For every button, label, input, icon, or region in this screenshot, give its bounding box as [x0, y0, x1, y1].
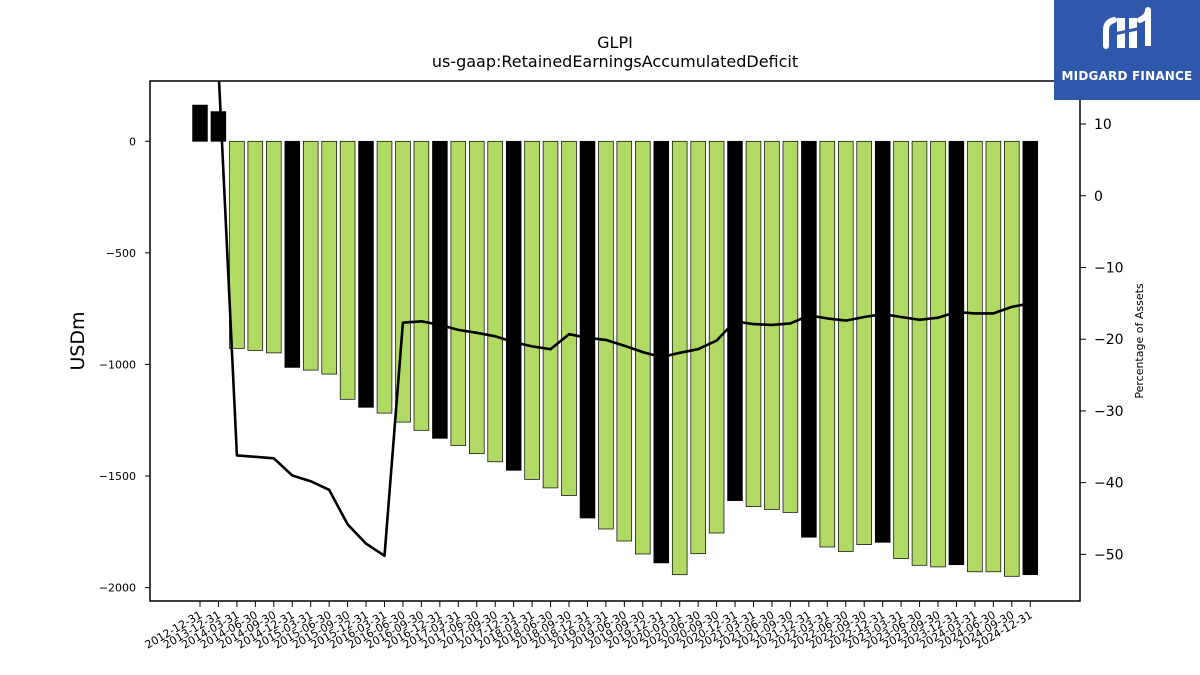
- bar-2024-09-30: [1004, 140, 1020, 577]
- left-y-tick-label: −1000: [99, 358, 136, 371]
- bar-2018-03-31: [524, 140, 540, 480]
- bar-2019-06-30: [616, 140, 633, 542]
- midgard-logo-mark-icon: [1103, 7, 1151, 49]
- percentage-of-assets-line: [217, 81, 1031, 558]
- right-y-tick-label: 0: [1094, 189, 1103, 205]
- bar-2022-12-31: [874, 140, 891, 543]
- right-y-tick-label: −20: [1094, 332, 1124, 348]
- bar-2022-09-30: [856, 140, 872, 545]
- bar-2022-06-30: [838, 140, 854, 552]
- right-y-tick-label: −50: [1094, 547, 1124, 563]
- bar-2019-03-31: [598, 140, 614, 530]
- right-y-axis-label: Percentage of Assets: [1133, 283, 1146, 399]
- bar-2023-06-30: [911, 140, 928, 566]
- bar-2018-12-31: [579, 140, 596, 519]
- bar-2019-09-30: [635, 140, 651, 555]
- bar-2016-12-31: [432, 140, 448, 439]
- bar-2024-12-31: [1022, 140, 1039, 576]
- bar-2015-09-30: [339, 140, 356, 400]
- bar-2020-06-30: [690, 140, 706, 555]
- bar-2012-12-31: [192, 104, 208, 142]
- left-y-tick-label: −1500: [99, 470, 136, 483]
- chart-title: GLPI: [597, 33, 633, 52]
- right-y-tick-label: −30: [1094, 404, 1124, 420]
- bar-2017-03-31: [450, 140, 467, 446]
- bar-2017-12-31: [505, 140, 522, 471]
- bar-2024-03-31: [967, 140, 983, 573]
- bar-2018-09-30: [561, 140, 577, 496]
- bar-2021-12-31: [801, 140, 817, 538]
- left-y-axis: 0 −500 −1000 −1500 −2000: [99, 135, 150, 595]
- bar-2023-09-30: [930, 140, 946, 568]
- bar-2017-09-30: [487, 140, 503, 463]
- bar-2017-06-30: [469, 140, 485, 455]
- bar-2020-09-30: [708, 140, 725, 534]
- logo-text: MIDGARD FINANCE: [1061, 69, 1193, 83]
- right-y-tick-label: −10: [1094, 260, 1124, 276]
- bar-2015-12-31: [358, 140, 374, 408]
- bar-2015-06-30: [321, 140, 337, 375]
- chart-subtitle: us-gaap:RetainedEarningsAccumulatedDefic…: [432, 52, 798, 71]
- bar-2022-03-31: [819, 140, 836, 548]
- bar-2024-06-30: [985, 140, 1002, 573]
- bar-2016-03-31: [376, 140, 393, 414]
- plot-frame: [149, 80, 1081, 602]
- bar-2018-06-30: [542, 140, 559, 489]
- right-y-tick-label: 10: [1094, 117, 1112, 133]
- bar-2019-12-31: [653, 140, 670, 564]
- x-axis: 2012-12-312013-12-312014-03-312014-06-30…: [143, 601, 1035, 652]
- bar-2021-09-30: [782, 140, 799, 513]
- bar-series: [192, 104, 1039, 577]
- left-y-tick-label: −500: [106, 247, 136, 260]
- midgard-finance-logo: MIDGARD FINANCE: [1054, 0, 1200, 100]
- left-y-axis-label: USDm: [67, 311, 89, 370]
- bar-2016-09-30: [413, 140, 430, 431]
- bar-2014-03-31: [229, 140, 245, 349]
- bar-2014-09-30: [266, 140, 282, 354]
- bar-2013-12-31: [210, 111, 227, 142]
- bar-2023-03-31: [893, 140, 909, 559]
- left-y-tick-label: −2000: [99, 582, 136, 595]
- bar-2014-06-30: [247, 140, 264, 351]
- right-y-axis: 10 0 −10 −20 −30 −40 −50: [1080, 117, 1124, 563]
- bar-2020-03-31: [671, 140, 688, 576]
- right-y-tick-label: −40: [1094, 476, 1124, 492]
- bar-2023-12-31: [948, 140, 965, 566]
- bar-2014-12-31: [284, 140, 301, 368]
- left-y-tick-label: 0: [129, 135, 136, 148]
- bar-2015-03-31: [302, 140, 319, 371]
